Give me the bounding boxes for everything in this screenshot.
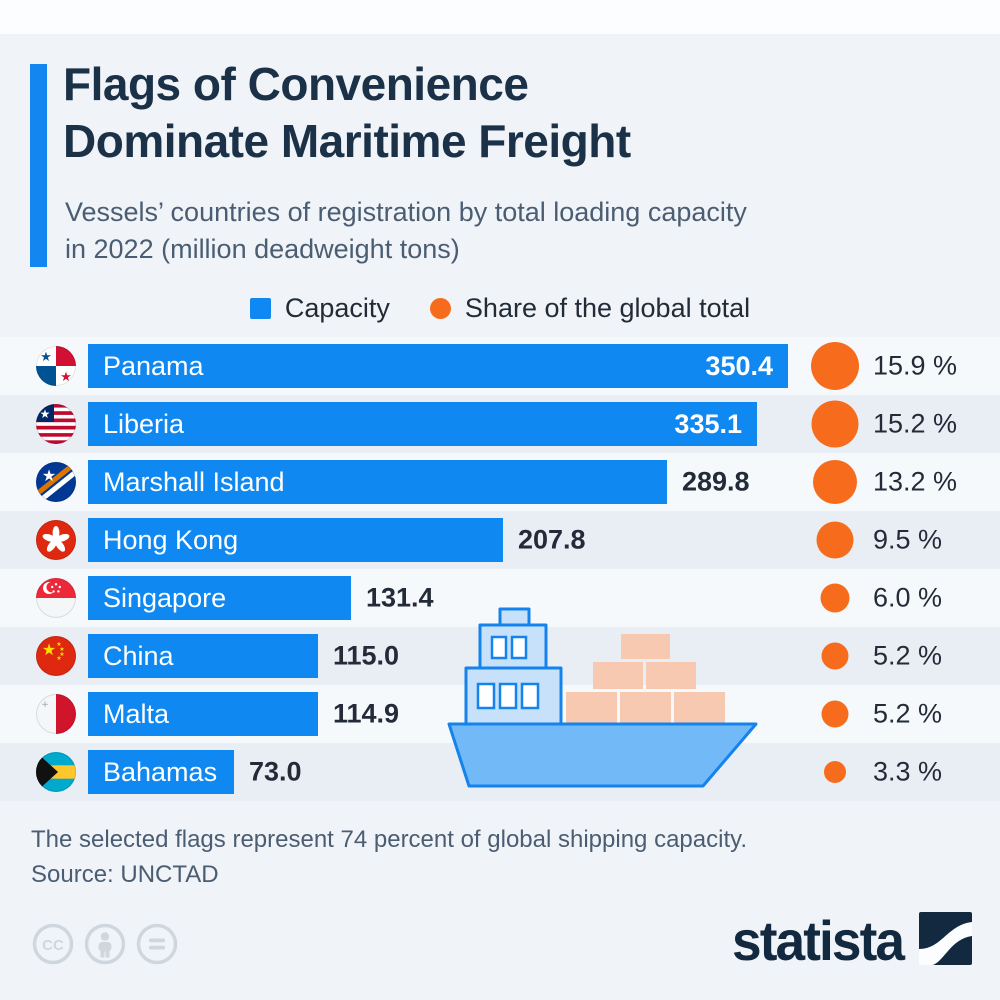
share-circle — [816, 521, 854, 559]
flag-hongkong-icon — [36, 520, 76, 560]
no-derivatives-license-icon[interactable] — [136, 923, 178, 965]
country-label: Panama — [103, 350, 204, 381]
capacity-bar: Marshall Island — [88, 460, 667, 504]
cargo-ship-illustration — [442, 596, 762, 796]
bar-rows: ★ ★ Panama 350.4 15.9 % ★ Liberia 335.1 1… — [0, 337, 1000, 801]
subtitle-line-2: in 2022 (million deadweight tons) — [65, 234, 460, 264]
share-circle — [824, 761, 846, 783]
source-label: Source: UNCTAD — [31, 861, 219, 888]
capacity-value-inside: 335.1 — [674, 408, 742, 439]
title-line-1: Flags of Convenience — [63, 58, 529, 110]
svg-text:★: ★ — [42, 640, 56, 659]
svg-text:★: ★ — [40, 407, 51, 421]
country-label: China — [103, 640, 174, 671]
capacity-bar: Liberia 335.1 — [88, 402, 757, 446]
capacity-bar: Panama 350.4 — [88, 344, 788, 388]
capacity-bar: Hong Kong — [88, 518, 503, 562]
country-label: Liberia — [103, 408, 185, 439]
country-label: Bahamas — [103, 756, 218, 787]
country-label: Singapore — [103, 582, 227, 613]
flag-panama-icon: ★ ★ — [36, 346, 76, 386]
capacity-value-outside: 114.9 — [333, 698, 400, 729]
share-value: 13.2 % — [873, 466, 958, 497]
capacity-value-outside: 207.8 — [518, 524, 586, 555]
capacity-value-outside: 289.8 — [682, 466, 750, 497]
title-line-2: Dominate Maritime Freight — [63, 115, 631, 167]
capacity-bar: China — [88, 634, 318, 678]
capacity-value-outside: 73.0 — [249, 756, 302, 787]
svg-text:CC: CC — [42, 937, 64, 954]
chart-legend: Capacity Share of the global total — [0, 291, 1000, 325]
chart-footnote: The selected flags represent 74 percent … — [31, 826, 747, 853]
share-circle — [811, 342, 859, 390]
flag-china-icon: ★ ★ ★ ★ ★ — [36, 636, 76, 676]
svg-text:★: ★ — [56, 641, 61, 648]
bar-row: ★ ★ Panama 350.4 15.9 % — [0, 337, 1000, 395]
bar-row: ★ Liberia 335.1 15.2 % — [0, 395, 1000, 453]
share-circle — [821, 700, 849, 728]
capacity-legend-swatch-icon — [249, 297, 271, 319]
svg-text:+: + — [41, 700, 49, 710]
share-value: 15.9 % — [873, 350, 958, 381]
share-circle — [821, 642, 849, 670]
flag-bahamas-icon — [36, 752, 76, 792]
statista-logo-mark-icon — [919, 912, 972, 970]
license-icons: CC — [32, 923, 178, 965]
flag-singapore-icon — [36, 578, 76, 618]
flag-malta-icon: + — [36, 694, 76, 734]
capacity-bar: Malta — [88, 692, 318, 736]
subtitle-line-1: Vessels’ countries of registration by to… — [65, 197, 747, 227]
cc-license-icon[interactable]: CC — [32, 923, 74, 965]
bar-row: Hong Kong 207.8 9.5 % — [0, 511, 1000, 569]
country-label: Hong Kong — [103, 524, 239, 555]
share-value: 5.2 % — [873, 640, 943, 671]
capacity-value-inside: 350.4 — [705, 350, 773, 381]
svg-text:★: ★ — [42, 466, 56, 485]
svg-text:★: ★ — [59, 651, 64, 658]
share-value: 3.3 % — [873, 756, 943, 787]
share-value: 9.5 % — [873, 524, 943, 555]
share-legend-label: Share of the global total — [464, 292, 751, 323]
page-title: Flags of Convenience Dominate Maritime F… — [63, 56, 631, 170]
svg-text:★: ★ — [40, 350, 52, 365]
page-subtitle: Vessels’ countries of registration by to… — [65, 194, 747, 268]
share-circle — [813, 460, 857, 504]
share-circle — [820, 583, 850, 613]
svg-text:★: ★ — [60, 370, 72, 385]
capacity-bar: Bahamas — [88, 750, 234, 794]
top-white-band — [0, 0, 1000, 34]
capacity-bar: Singapore — [88, 576, 351, 620]
svg-text:★: ★ — [59, 646, 64, 653]
share-circle — [811, 400, 859, 448]
svg-text:★: ★ — [56, 655, 61, 662]
capacity-value-outside: 115.0 — [333, 640, 400, 671]
attribution-license-icon[interactable] — [84, 923, 126, 965]
bar-row: ★ Marshall Island 289.8 13.2 % — [0, 453, 1000, 511]
title-accent-bar — [30, 64, 47, 267]
share-legend-dot-icon — [429, 297, 451, 319]
share-value: 5.2 % — [873, 698, 943, 729]
share-value: 15.2 % — [873, 408, 958, 439]
flag-liberia-icon: ★ — [36, 404, 76, 444]
statista-wordmark: statista — [731, 909, 905, 972]
capacity-legend-label: Capacity — [284, 292, 390, 323]
flag-marshall-icon: ★ — [36, 462, 76, 502]
statista-logo[interactable]: statista — [723, 912, 972, 970]
capacity-value-outside: 131.4 — [366, 582, 434, 613]
country-label: Marshall Island — [103, 466, 285, 497]
share-value: 6.0 % — [873, 582, 943, 613]
country-label: Malta — [103, 698, 170, 729]
